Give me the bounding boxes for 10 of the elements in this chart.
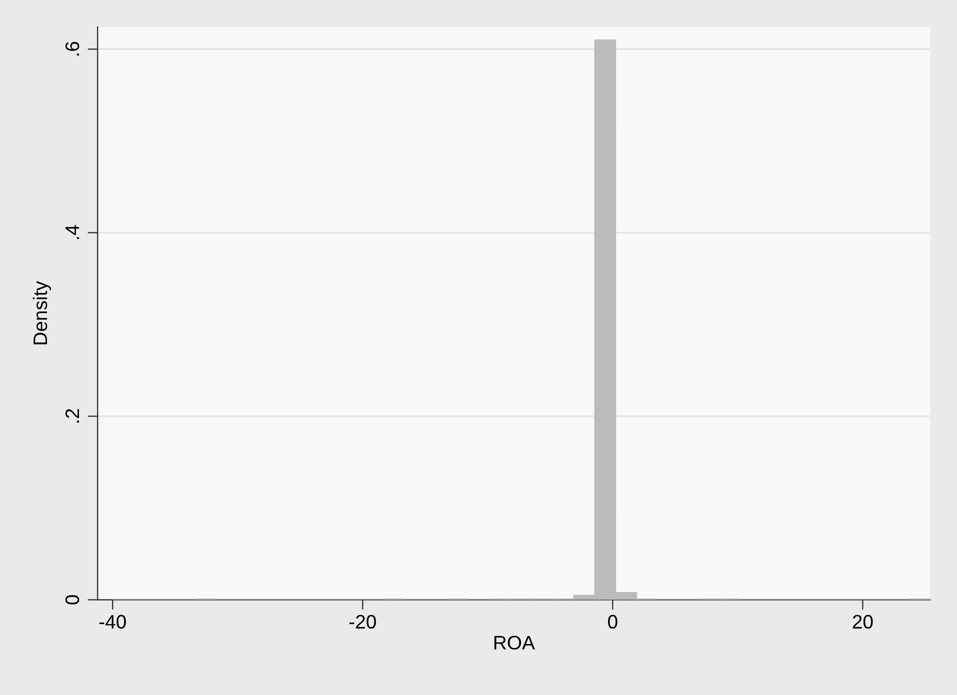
y-tick-label: 0 — [65, 595, 80, 604]
x-tick-label: 0 — [608, 614, 618, 629]
x-tick-label: 20 — [852, 614, 873, 629]
y-tick-label: .6 — [65, 42, 80, 56]
y-tick-label: .4 — [66, 225, 79, 240]
x-tick-label: -40 — [99, 614, 126, 629]
x-axis-title: ROA — [494, 636, 535, 650]
y-tick-label: .2 — [65, 409, 79, 423]
y-axis-title: Density — [32, 281, 52, 344]
x-tick-label: -20 — [349, 614, 376, 629]
